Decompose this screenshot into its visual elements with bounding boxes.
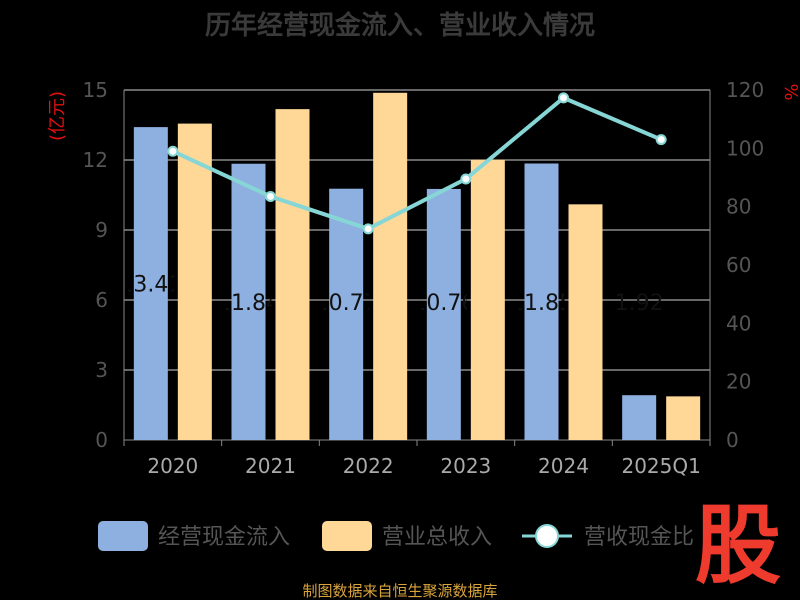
y-left-tick-label: 9 (95, 218, 108, 242)
legend-marker-ratio (535, 524, 559, 548)
x-tick-label: 2022 (343, 454, 394, 478)
y-right-tick-label: 60 (726, 253, 751, 277)
legend-label-revenue: 营业总收入 (382, 525, 492, 550)
y-right-tick-label: 120 (726, 78, 764, 102)
legend-label-ratio: 营收现金比 (584, 525, 694, 550)
cash-inflow-value-label: 11.85 (510, 291, 573, 316)
cash-inflow-value-label: 13.41 (119, 273, 182, 298)
y-left-tick-label: 3 (95, 358, 108, 382)
gridlines (123, 89, 711, 441)
cash-inflow-bar (524, 163, 559, 440)
x-tick-label: 2023 (440, 454, 491, 478)
ratio-line (167, 92, 667, 235)
x-tick-label: 2020 (147, 454, 198, 478)
ratio-point (265, 190, 276, 202)
x-axis: 2020 2021 2022 2023 2024 2025Q1 (123, 440, 711, 478)
y-left-tick-label: 15 (83, 78, 108, 102)
y-left-unit: (亿元) (47, 91, 68, 141)
y-left-tick-label: 0 (95, 428, 108, 452)
cash-inflow-bar (622, 395, 657, 440)
cash-inflow-value-label: 1.92 (615, 291, 664, 316)
y-right-tick-label: 0 (726, 428, 739, 452)
ratio-point (460, 173, 472, 185)
revenue-bar (568, 204, 603, 440)
cash-inflow-value-label: 10.77 (315, 291, 378, 316)
source-text: 制图数据来自恒生聚源数据库 (302, 582, 497, 600)
x-tick-label: 2025Q1 (621, 454, 700, 478)
legend-swatch-revenue (322, 521, 372, 551)
x-tick-label: 2024 (538, 454, 589, 478)
bars (133, 92, 701, 441)
revenue-bar (373, 92, 408, 441)
y-right-tick-label: 100 (726, 136, 764, 160)
y-right-tick-label: 20 (726, 370, 751, 394)
y-right-tick-label: 80 (726, 195, 751, 219)
y-right-tick-label: 40 (726, 311, 751, 335)
revenue-bar (666, 396, 701, 440)
bar-labels: 13.41 11.84 10.77 10.76 11.85 1.92 (119, 273, 664, 316)
cash-inflow-value-label: 10.76 (412, 291, 475, 316)
logo-mark: 股 (695, 496, 781, 596)
revenue-bar (177, 123, 212, 440)
y-left-ticks: 0 3 6 9 12 15 (83, 78, 108, 452)
ratio-point (362, 223, 374, 235)
cash-inflow-bar (426, 188, 461, 440)
ratio-point (558, 92, 569, 104)
ratio-point (655, 134, 667, 146)
y-left-tick-label: 6 (95, 288, 108, 312)
ratio-line-path (171, 95, 662, 231)
y-left-tick-label: 12 (83, 148, 108, 172)
legend-label-cash-inflow: 经营现金流入 (158, 525, 290, 550)
legend-swatch-cash-inflow (98, 521, 148, 551)
cash-inflow-value-label: 11.84 (217, 291, 280, 316)
revenue-bar (470, 159, 505, 441)
cash-inflow-bar (231, 163, 266, 440)
revenue-bar (275, 109, 310, 440)
cash-inflow-bar (329, 188, 364, 440)
y-right-ticks: 0 20 40 60 80 100 120 (726, 78, 764, 452)
legend: 经营现金流入 营业总收入 营收现金比 (98, 521, 694, 551)
x-tick-label: 2021 (245, 454, 296, 478)
y-right-unit: % (780, 83, 800, 100)
cash-inflow-bar (133, 127, 168, 440)
ratio-point (167, 145, 179, 157)
chart-title: 历年经营现金流入、营业收入情况 (205, 10, 595, 41)
